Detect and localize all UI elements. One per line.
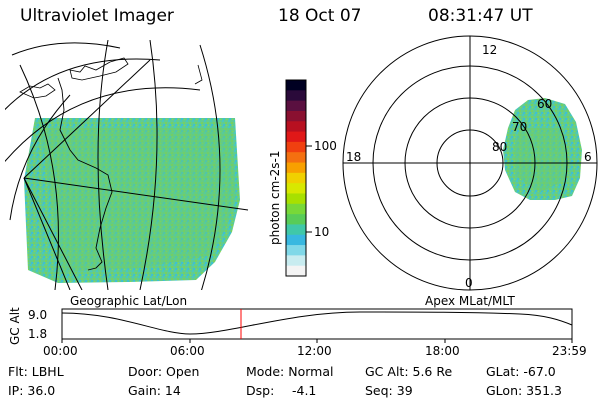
colorbar-step: [286, 214, 306, 225]
mlat-label-80: 80: [492, 140, 508, 154]
colorbar-step: [286, 245, 306, 256]
altitude-xtick-1200: 12:00: [297, 344, 332, 358]
altitude-xtick-2359: 23:59: [552, 344, 587, 358]
mlat-label-60: 60: [537, 97, 553, 111]
geo-emission-region: [24, 118, 240, 283]
colorbar-step: [286, 203, 306, 215]
image-date: 18 Oct 07: [278, 6, 362, 26]
flight-filter: Flt: LBHL: [8, 364, 64, 379]
colorbar-step: [286, 110, 306, 122]
altitude-xtick-1800: 18:00: [425, 344, 460, 358]
colorbar-step: [286, 131, 306, 143]
colorbar-step: [286, 152, 306, 164]
polar-panel-label: Apex MLat/MLT: [425, 294, 515, 308]
colorbar-step: [286, 80, 306, 91]
image-time: 08:31:47 UT: [428, 6, 533, 26]
dsp-value: -4.1: [292, 383, 317, 398]
instrument-title: Ultraviolet Imager: [20, 6, 174, 26]
colorbar-tick-100: 100: [314, 139, 337, 153]
altitude-ytick-low: 1.8: [28, 327, 48, 341]
mlt-label-0: 0: [465, 276, 473, 290]
altitude-ylabel: GC Alt: [8, 307, 22, 345]
mlat-label-70: 70: [512, 120, 528, 134]
mlt-label-18: 18: [346, 150, 362, 164]
colorbar-step: [286, 193, 306, 205]
colorbar-step: [286, 141, 306, 153]
geographic-latitude: GLat: -67.0: [486, 364, 556, 379]
colorbar-step: [286, 162, 306, 174]
colorbar-step: [286, 255, 306, 267]
colorbar-step: [286, 265, 306, 277]
colorbar-step: [286, 224, 306, 236]
colorbar-step: [286, 90, 306, 102]
colorbar-step: [286, 234, 306, 246]
door-status: Door: Open: [128, 364, 200, 379]
mlt-label-6: 6: [584, 150, 592, 164]
sequence-number: Seq: 39: [365, 383, 413, 398]
altitude-xtick-0600: 06:00: [170, 344, 205, 358]
colorbar: [285, 79, 312, 277]
mlt-label-12: 12: [482, 43, 498, 57]
polar-plot: [342, 35, 598, 291]
mode-value: Mode: Normal: [246, 364, 334, 379]
geographic-map: [5, 40, 249, 290]
colorbar-step: [286, 172, 306, 184]
colorbar-units-label: photon cm-2s-1: [268, 150, 282, 246]
geographic-longitude: GLon: 351.3: [486, 383, 562, 398]
gain-value: Gain: 14: [128, 383, 181, 398]
altitude-xtick-0000: 00:00: [43, 344, 78, 358]
ip-value: IP: 36.0: [8, 383, 56, 398]
colorbar-step: [286, 121, 306, 133]
colorbar-tick-10: 10: [314, 225, 330, 239]
altitude-strip: [61, 308, 573, 343]
colorbar-step: [286, 100, 306, 112]
gc-altitude: GC Alt: 5.6 Re: [365, 364, 453, 379]
colorbar-step: [286, 183, 306, 194]
colorbar-steps: [286, 80, 306, 277]
geo-panel-label: Geographic Lat/Lon: [70, 294, 188, 308]
dsp-label: Dsp:: [246, 383, 275, 398]
altitude-ytick-high: 9.0: [28, 308, 48, 322]
